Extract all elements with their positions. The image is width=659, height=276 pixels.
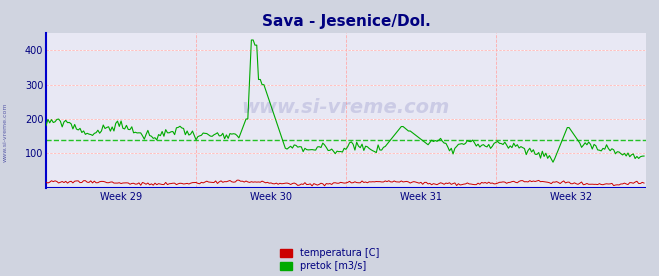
Text: www.si-vreme.com: www.si-vreme.com — [242, 98, 450, 117]
Title: Sava - Jesenice/Dol.: Sava - Jesenice/Dol. — [262, 14, 430, 29]
Legend: temperatura [C], pretok [m3/s]: temperatura [C], pretok [m3/s] — [280, 248, 379, 271]
Text: www.si-vreme.com: www.si-vreme.com — [3, 103, 8, 162]
